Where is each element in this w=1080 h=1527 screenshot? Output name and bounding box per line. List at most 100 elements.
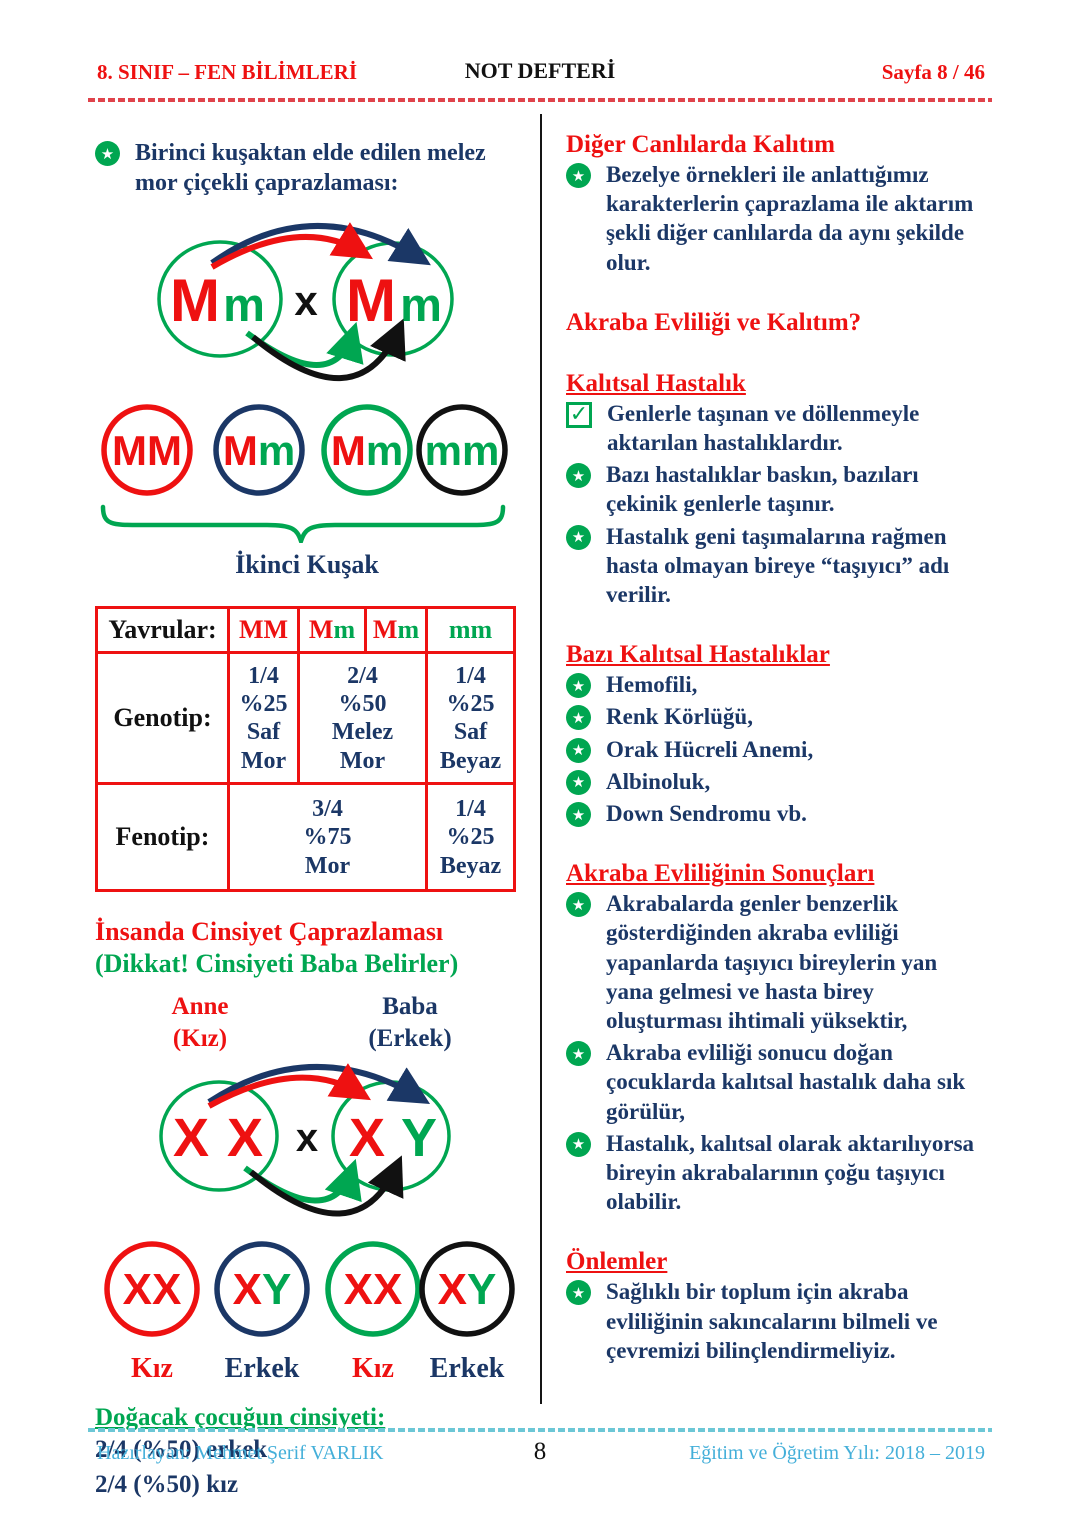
parent1-circle: [157, 240, 283, 359]
section-title-hereditary-disease: Kalıtsal Hastalık: [566, 369, 746, 397]
footer-page-number: 8: [533, 1438, 547, 1465]
father-label: Baba (Erkek): [368, 992, 452, 1053]
genotype-Mm-circle-1: [213, 404, 305, 497]
phenotype-row-label: Fenotip:: [95, 782, 230, 893]
intro-bullet: ★ Birinci kuşaktan elde edilen melez mor…: [95, 138, 519, 198]
bullet-item: ★ Bazı hastalıklar baskın, bazıları çeki…: [566, 460, 988, 518]
star-bullet-icon: ★: [566, 769, 591, 795]
genotype-MM-value: 1/4 %25 Saf Mor: [227, 651, 300, 786]
star-bullet-icon: ★: [566, 1041, 591, 1067]
cross-symbol: x: [294, 277, 318, 324]
child-XY-circle-2: [419, 1241, 515, 1337]
genotype-mm-value: 1/4 %25 Saf Beyaz: [425, 651, 516, 786]
child-label-boy-2: Erkek: [430, 1353, 505, 1384]
column-divider: [540, 114, 542, 1404]
header-page-indicator: Sayfa 8 / 46: [881, 60, 985, 84]
star-bullet-icon: ★: [566, 892, 591, 918]
allele-arrow-navy: [210, 223, 431, 266]
parent2-allele-m: m: [400, 278, 442, 331]
table-header-offspring: Yavrular:: [95, 606, 230, 655]
bullet-item: ★ Down Sendromu vb.: [566, 799, 988, 828]
bullet-item: ★ Bezelye örnekleri ile anlattığımız kar…: [566, 160, 988, 277]
father-chromosome-X: X: [349, 1108, 385, 1168]
section-title-some-hereditary-diseases: Bazı Kalıtsal Hastalıklar: [566, 641, 830, 669]
cross-diagram-first-generation: M m x M m: [157, 222, 454, 382]
sex-cross-title: İnsanda Cinsiyet Çaprazlaması: [95, 917, 444, 947]
header-divider-dashed: [88, 98, 992, 102]
child-label-boy-1: Erkek: [225, 1353, 300, 1384]
section-title-consanguineous-marriage: Akraba Evliliği ve Kalıtım?: [566, 308, 862, 336]
allele-arrow-red: [207, 1062, 371, 1109]
result-girls: 2/4 (%50) kız: [95, 1470, 239, 1498]
second-generation-genotypes: MM Mm Mm mm: [101, 404, 508, 497]
star-bullet-icon: ★: [566, 524, 591, 550]
second-generation-brace: [100, 505, 506, 549]
bullet-item: ★ Renk Körlüğü,: [566, 702, 988, 731]
svg-text:XX: XX: [123, 1265, 182, 1314]
star-bullet-icon: ★: [95, 141, 120, 166]
checkbox-bullet-icon: ✓: [566, 401, 592, 428]
footer-school-year: Eğitim ve Öğretim Yılı: 2018 – 2019: [689, 1442, 985, 1464]
parent1-allele-m: m: [223, 278, 265, 331]
bullet-item: ★ Akrabalarda genler benzerlik gösterdiğ…: [566, 889, 988, 1035]
svg-text:Mm: Mm: [223, 427, 295, 474]
section-title-precautions: Önlemler: [566, 1248, 668, 1276]
child-XX-circle-1: [104, 1241, 200, 1337]
svg-text:XX: XX: [344, 1265, 403, 1314]
genotype-Mm-circle-2: [321, 404, 413, 497]
table-header-MM: MM: [227, 606, 300, 655]
bullet-item: ★ Albinoluk,: [566, 767, 988, 796]
parents-labels: Anne (Kız) Baba (Erkek): [95, 991, 519, 1056]
result-boys: 2/4 (%50) erkek: [95, 1435, 268, 1463]
footer-author: Hazırlayan: Mehmet Şerif VARLIK: [97, 1442, 384, 1464]
star-bullet-icon: ★: [566, 1280, 591, 1306]
child-label-girl-2: Kız: [352, 1353, 394, 1384]
children-genotypes: XX XY XX XY Kız Erkek Kız Erkek: [104, 1241, 515, 1384]
svg-text:XY: XY: [438, 1265, 497, 1314]
offspring-table: Yavrular: MM Mm Mm mm Genotip: 1/4 %25 S…: [95, 606, 516, 893]
bullet-item: ✓ Genlerle taşınan ve döllenmeyle aktarı…: [566, 399, 988, 457]
genotype-MM-circle: [101, 404, 193, 497]
bullet-item: ★ Akraba evliliği sonucu doğan çocuklard…: [566, 1038, 988, 1126]
parent1-allele-M: M: [170, 267, 220, 334]
phenotype-white-value: 1/4 %25 Beyaz: [425, 782, 516, 893]
star-bullet-icon: ★: [566, 705, 591, 731]
second-generation-label: İkinci Kuşak: [235, 550, 379, 580]
mother-circle: [159, 1080, 279, 1192]
sex-cross-subtitle: (Dikkat! Cinsiyeti Baba Belirler): [95, 948, 459, 978]
svg-text:mm: mm: [425, 427, 500, 474]
star-bullet-icon: ★: [566, 673, 591, 699]
star-bullet-icon: ★: [566, 1131, 591, 1157]
bullet-item: ★ Sağlıklı bir toplum için akraba evlili…: [566, 1277, 988, 1365]
allele-arrow-red: [210, 222, 373, 271]
star-bullet-icon: ★: [566, 802, 591, 828]
sex-cross-diagram: X X x X Y: [159, 1062, 451, 1217]
mother-chromosome-X1: X: [173, 1108, 209, 1168]
bullet-item: ★ Hastalık geni taşımalarına rağmen hast…: [566, 522, 988, 610]
allele-arrow-black: [251, 318, 406, 382]
svg-text:Mm: Mm: [331, 427, 403, 474]
bullet-item: ★ Hastalık, kalıtsal olarak aktarılıyors…: [566, 1129, 988, 1217]
genotype-mm-circle: [416, 404, 508, 497]
child-XY-circle-1: [214, 1241, 310, 1337]
intro-text: Birinci kuşaktan elde edilen melez mor ç…: [135, 140, 486, 197]
table-header-mm: mm: [425, 606, 516, 655]
star-bullet-icon: ★: [566, 163, 591, 188]
footer-divider-dashed: [88, 1428, 992, 1432]
genotype-row-label: Genotip:: [95, 651, 230, 786]
header-course-title: 8. SINIF – FEN BİLİMLERİ: [97, 60, 358, 84]
bullet-item: ★ Orak Hücreli Anemi,: [566, 735, 988, 764]
header-doc-title: NOT DEFTERİ: [464, 58, 616, 83]
phenotype-purple-value: 3/4 %75 Mor: [227, 782, 428, 893]
star-bullet-icon: ★: [566, 463, 591, 489]
mother-label: Anne (Kız): [171, 992, 229, 1053]
svg-text:XY: XY: [233, 1265, 292, 1314]
genotype-Mm-value: 2/4 %50 Melez Mor: [297, 651, 428, 786]
bullet-item: ★ Hemofili,: [566, 670, 988, 699]
section-title-other-organisms: Diğer Canlılarda Kalıtım: [566, 131, 835, 158]
table-header-Mm2: Mm: [364, 606, 428, 655]
svg-text:MM: MM: [112, 427, 182, 474]
child-label-girl-1: Kız: [131, 1353, 173, 1384]
right-column: Diğer Canlılarda Kalıtım ★ Bezelye örnek…: [566, 130, 988, 1368]
